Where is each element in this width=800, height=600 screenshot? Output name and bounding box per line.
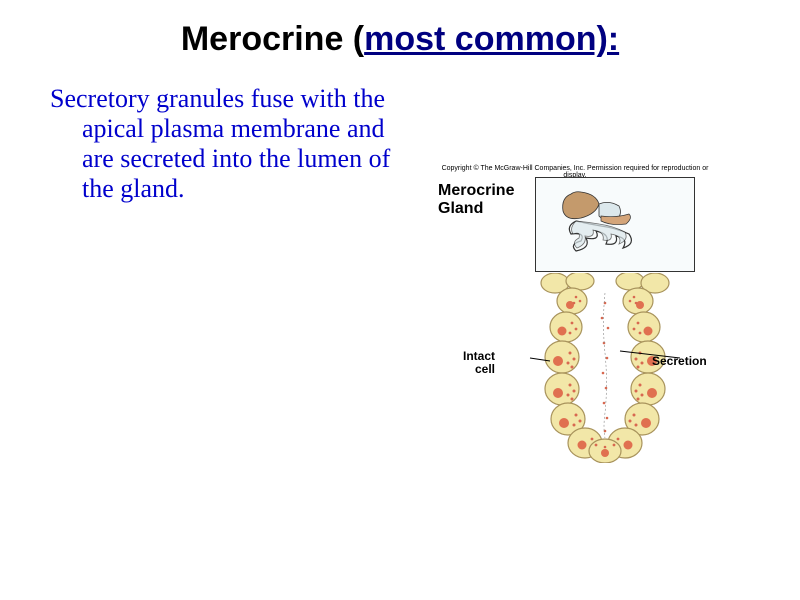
secretion-label: Secretion [652,355,707,368]
slide-title: Merocrine (most common): [0,0,800,84]
diagram-container: Copyright © The McGraw-Hill Companies, I… [430,165,720,183]
title-underlined: most common): [364,20,619,58]
anatomy-illustration [551,186,681,261]
title-prefix: Merocrine ( [181,20,364,58]
intact-cell-label: Intactcell [463,350,495,376]
merocrine-gland-label: MerocrineGland [438,182,514,217]
body-text: Secretory granules fuse with the apical … [82,84,422,204]
anatomy-box [535,177,695,272]
